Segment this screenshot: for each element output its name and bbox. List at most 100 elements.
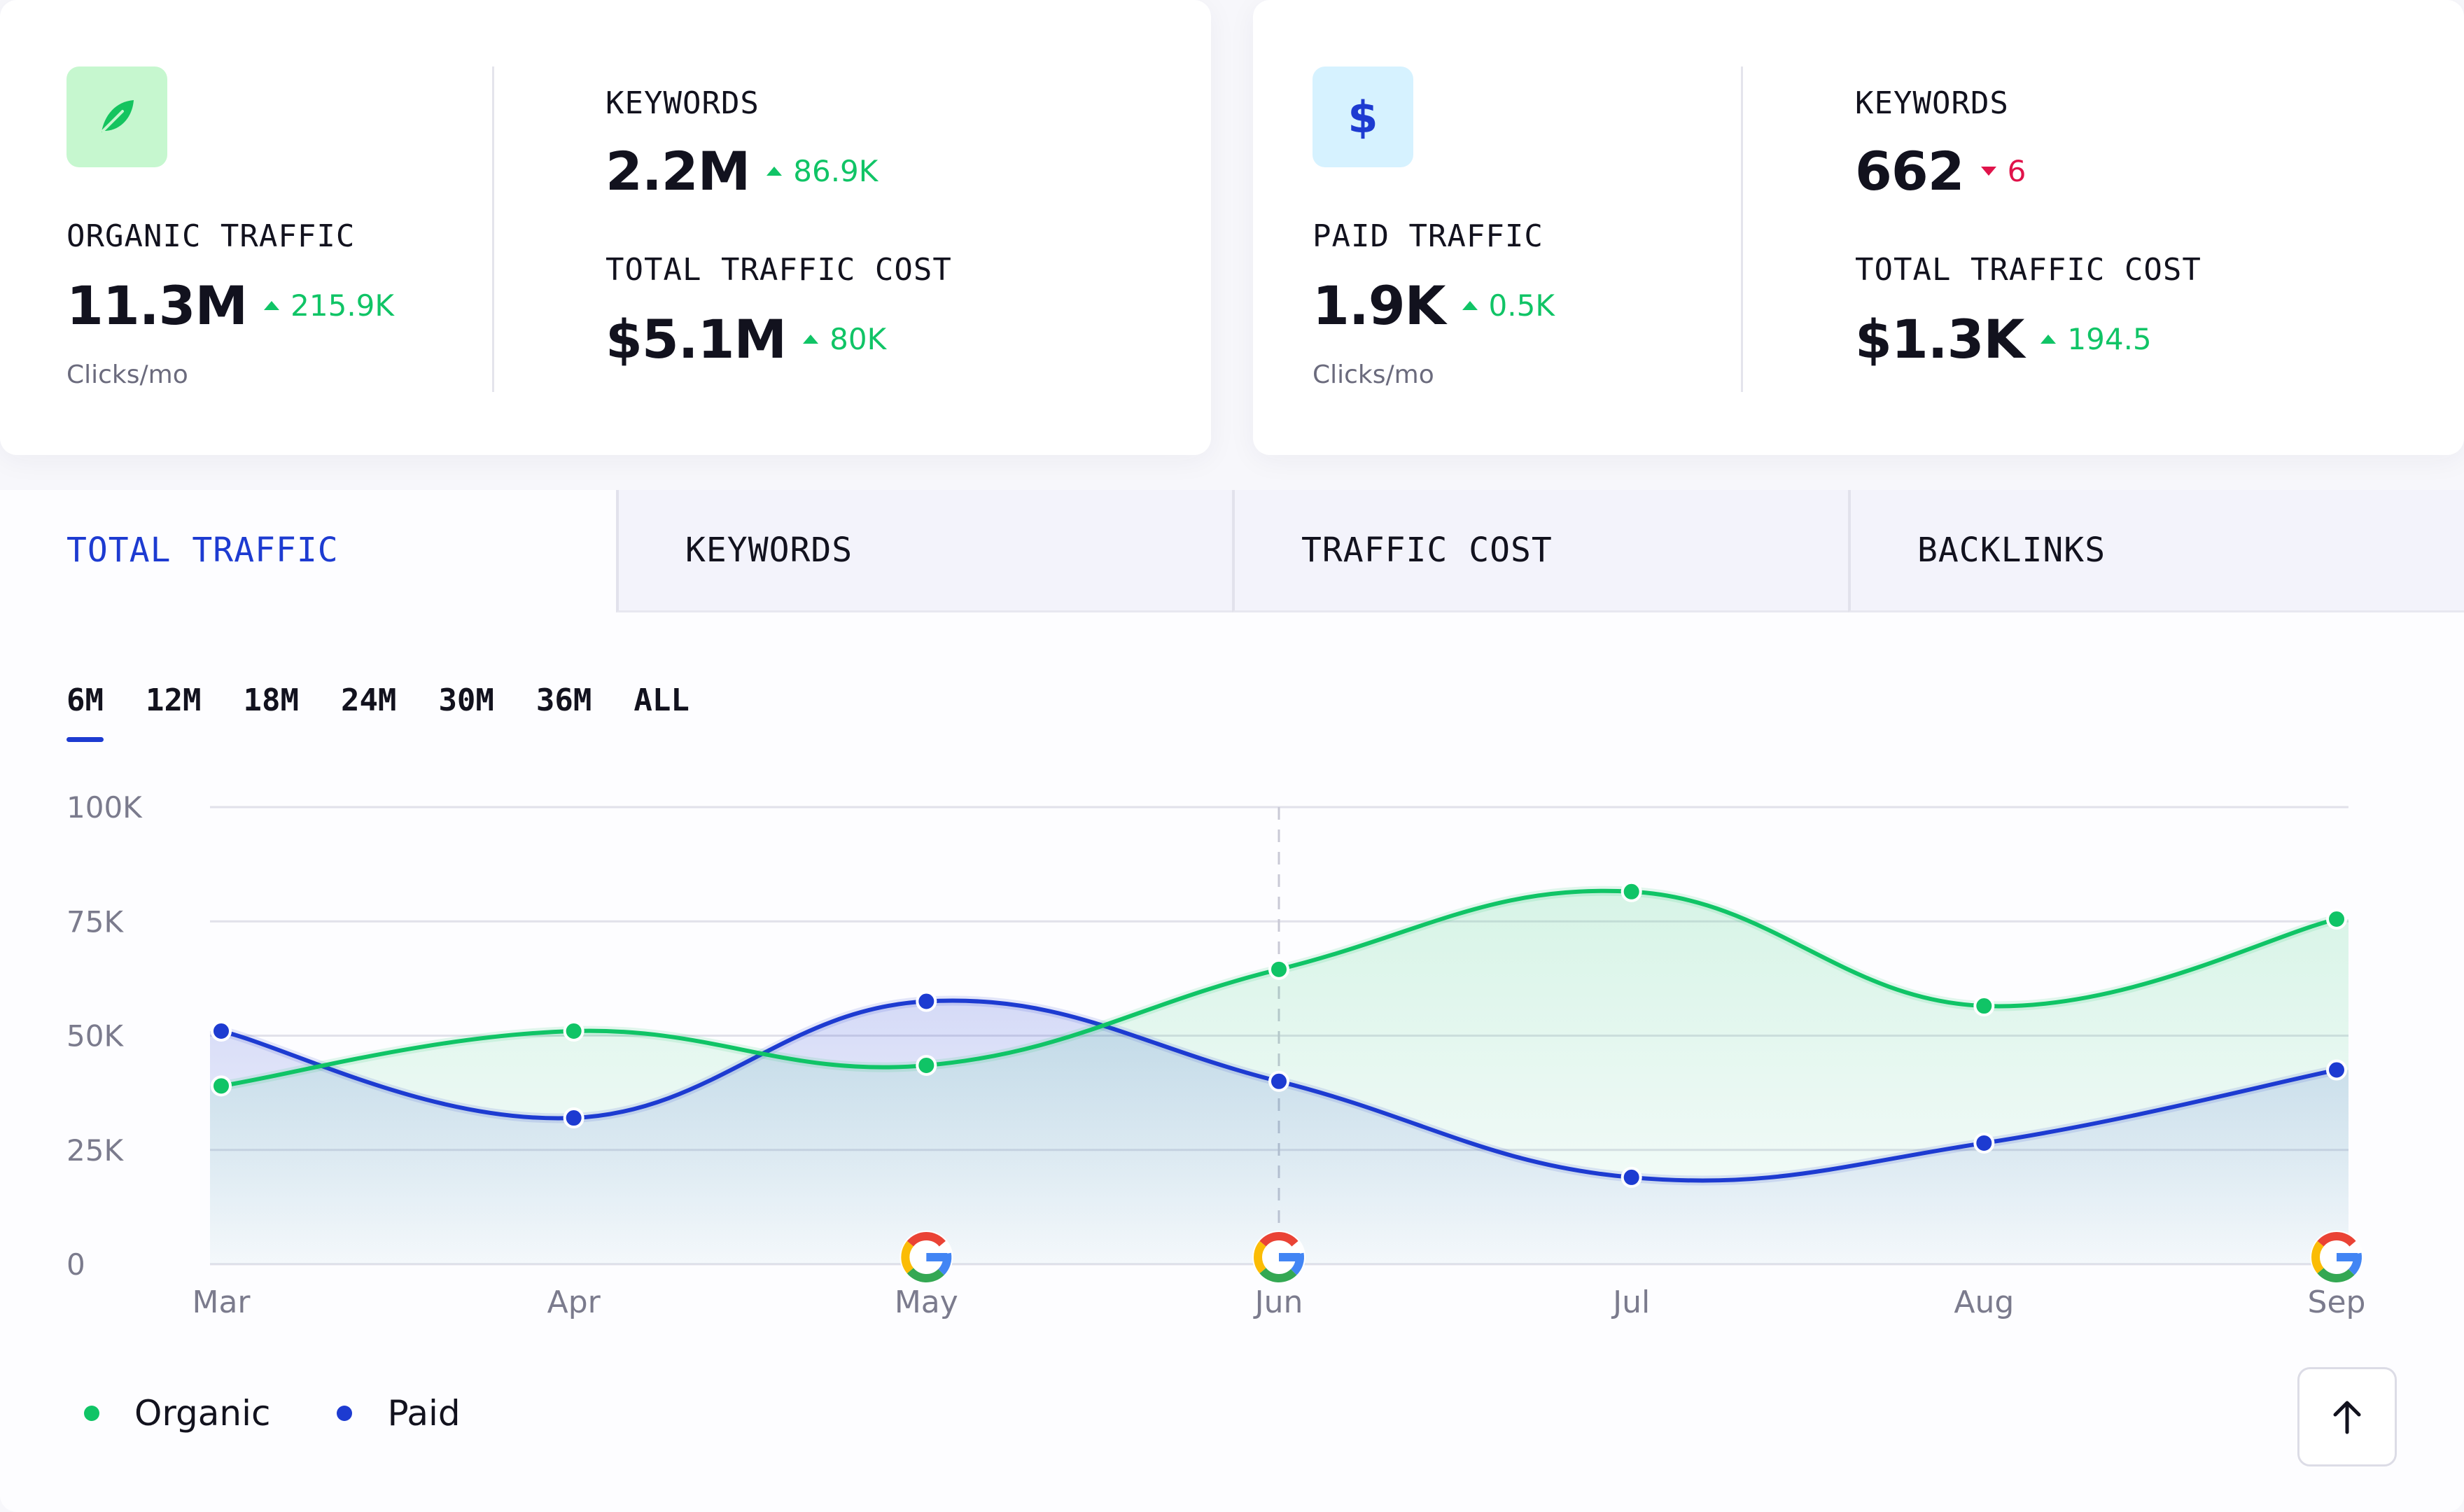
time-range-selector: 6M 12M 18M 24M 30M 36M ALL bbox=[66, 682, 732, 742]
paid-point bbox=[916, 990, 937, 1012]
y-tick-label: 100K bbox=[66, 790, 143, 825]
metric-tabs: TOTAL TRAFFIC KEYWORDS TRAFFIC COST BACK… bbox=[0, 490, 2464, 612]
triangle-up-icon bbox=[1462, 301, 1478, 310]
organic-keywords-row: 2.2M 86.9K bbox=[606, 140, 878, 202]
google-icon-arc bbox=[906, 1232, 946, 1247]
paid-traffic-unit: Clicks/mo bbox=[1312, 360, 1434, 389]
paid-traffic-delta: 0.5K bbox=[1462, 288, 1555, 323]
google-icon-arc bbox=[1254, 1240, 1266, 1274]
range-6m[interactable]: 6M bbox=[66, 682, 104, 742]
organic-keywords-delta: 86.9K bbox=[766, 154, 878, 188]
paid-traffic-label: PAID TRAFFIC bbox=[1312, 218, 1544, 254]
organic-keywords-delta-value: 86.9K bbox=[793, 154, 878, 188]
organic-point bbox=[211, 1075, 232, 1097]
paid-point bbox=[1268, 1070, 1289, 1092]
google-icon-bar bbox=[1279, 1253, 1300, 1261]
leaf-icon bbox=[66, 66, 167, 167]
dollar-icon: $ bbox=[1312, 66, 1413, 167]
range-all[interactable]: ALL bbox=[634, 682, 690, 718]
organic-point bbox=[563, 1020, 584, 1042]
google-icon-arc bbox=[2317, 1232, 2356, 1247]
dollar-glyph: $ bbox=[1348, 91, 1378, 143]
organic-traffic-row: 11.3M 215.9K bbox=[66, 274, 394, 337]
paid-point bbox=[563, 1107, 584, 1129]
range-30m[interactable]: 30M bbox=[438, 682, 494, 718]
x-tick-label: Jun bbox=[1253, 1284, 1303, 1320]
google-update-icon bbox=[1252, 1231, 1306, 1284]
legend-label-organic: Organic bbox=[134, 1393, 271, 1434]
paid-cost-label: TOTAL TRAFFIC COST bbox=[1855, 252, 2202, 288]
chart-legend: Organic Paid bbox=[84, 1393, 527, 1434]
range-24m[interactable]: 24M bbox=[340, 682, 397, 718]
paid-traffic-card: $ PAID TRAFFIC 1.9K 0.5K Clicks/mo KEYWO… bbox=[1253, 0, 2464, 455]
organic-cost-label: TOTAL TRAFFIC COST bbox=[606, 252, 952, 288]
paid-point bbox=[1973, 1132, 1995, 1154]
legend-label-paid: Paid bbox=[387, 1393, 461, 1434]
y-tick-label: 0 bbox=[66, 1247, 85, 1282]
tab-total-traffic[interactable]: TOTAL TRAFFIC bbox=[0, 490, 616, 612]
tab-backlinks[interactable]: BACKLINKS bbox=[1848, 490, 2464, 612]
legend-dot-organic bbox=[84, 1406, 99, 1421]
google-icon-bar bbox=[926, 1253, 948, 1261]
range-12m[interactable]: 12M bbox=[145, 682, 202, 718]
paid-cost-delta: 194.5 bbox=[2040, 322, 2152, 356]
google-icon-arc bbox=[901, 1240, 914, 1274]
divider bbox=[1741, 66, 1743, 392]
paid-cost-delta-value: 194.5 bbox=[2067, 322, 2152, 356]
google-icon-bar bbox=[2337, 1253, 2358, 1261]
google-update-icon bbox=[899, 1231, 953, 1284]
organic-traffic-delta: 215.9K bbox=[264, 288, 394, 323]
x-tick-label: May bbox=[895, 1284, 958, 1320]
range-36m[interactable]: 36M bbox=[536, 682, 592, 718]
legend-item-organic[interactable]: Organic bbox=[84, 1393, 270, 1434]
triangle-up-icon bbox=[803, 335, 819, 344]
organic-cost-delta: 80K bbox=[803, 322, 886, 356]
paid-point bbox=[211, 1020, 232, 1042]
organic-point bbox=[1620, 881, 1642, 902]
google-icon-arc bbox=[1259, 1232, 1298, 1247]
y-tick-label: 75K bbox=[66, 904, 124, 939]
scroll-to-top-button[interactable] bbox=[2297, 1367, 2397, 1466]
organic-point bbox=[916, 1054, 937, 1076]
triangle-up-icon bbox=[2040, 335, 2057, 344]
tab-keywords[interactable]: KEYWORDS bbox=[616, 490, 1232, 612]
legend-dot-paid bbox=[337, 1406, 353, 1421]
organic-traffic-value: 11.3M bbox=[66, 274, 248, 337]
google-icon-arc bbox=[906, 1268, 944, 1282]
organic-point bbox=[1973, 995, 1995, 1017]
google-icon-arc bbox=[2311, 1240, 2324, 1274]
legend-item-paid[interactable]: Paid bbox=[337, 1393, 461, 1434]
organic-point bbox=[2326, 908, 2347, 930]
organic-keywords-label: KEYWORDS bbox=[606, 85, 760, 121]
triangle-up-icon bbox=[264, 301, 280, 310]
range-18m[interactable]: 18M bbox=[243, 682, 299, 718]
paid-cost-value: $1.3K bbox=[1855, 308, 2024, 370]
triangle-up-icon bbox=[766, 167, 783, 176]
paid-traffic-value: 1.9K bbox=[1312, 274, 1446, 337]
paid-cost-row: $1.3K 194.5 bbox=[1855, 308, 2152, 370]
traffic-area-chart: 0 25K 50K 75K 100K Mar Apr May Jun Jul Aug Sep bbox=[66, 790, 2365, 1320]
organic-keywords-value: 2.2M bbox=[606, 140, 750, 202]
organic-cost-row: $5.1M 80K bbox=[606, 308, 886, 370]
tab-traffic-cost[interactable]: TRAFFIC COST bbox=[1232, 490, 1848, 612]
organic-traffic-label: ORGANIC TRAFFIC bbox=[66, 218, 356, 254]
x-tick-label: Jul bbox=[1611, 1284, 1650, 1320]
google-update-icon bbox=[2310, 1231, 2363, 1284]
paid-traffic-delta-value: 0.5K bbox=[1488, 288, 1555, 323]
paid-keywords-row: 662 6 bbox=[1855, 140, 2026, 202]
x-tick-label: Aug bbox=[1954, 1284, 2014, 1320]
organic-cost-delta-value: 80K bbox=[830, 322, 887, 356]
google-icon-arc bbox=[2317, 1268, 2355, 1282]
organic-traffic-delta-value: 215.9K bbox=[290, 288, 394, 323]
paid-keywords-delta: 6 bbox=[1980, 154, 2026, 188]
google-icon-arc bbox=[1259, 1268, 1297, 1282]
paid-point bbox=[2326, 1059, 2347, 1081]
paid-traffic-row: 1.9K 0.5K bbox=[1312, 274, 1555, 337]
organic-point bbox=[1268, 958, 1289, 980]
triangle-down-icon bbox=[1980, 167, 1996, 176]
paid-keywords-label: KEYWORDS bbox=[1855, 85, 2009, 121]
x-tick-label: Apr bbox=[547, 1284, 601, 1320]
x-tick-label: Mar bbox=[192, 1284, 251, 1320]
divider bbox=[492, 66, 494, 392]
arrow-up-icon bbox=[2333, 1401, 2361, 1434]
